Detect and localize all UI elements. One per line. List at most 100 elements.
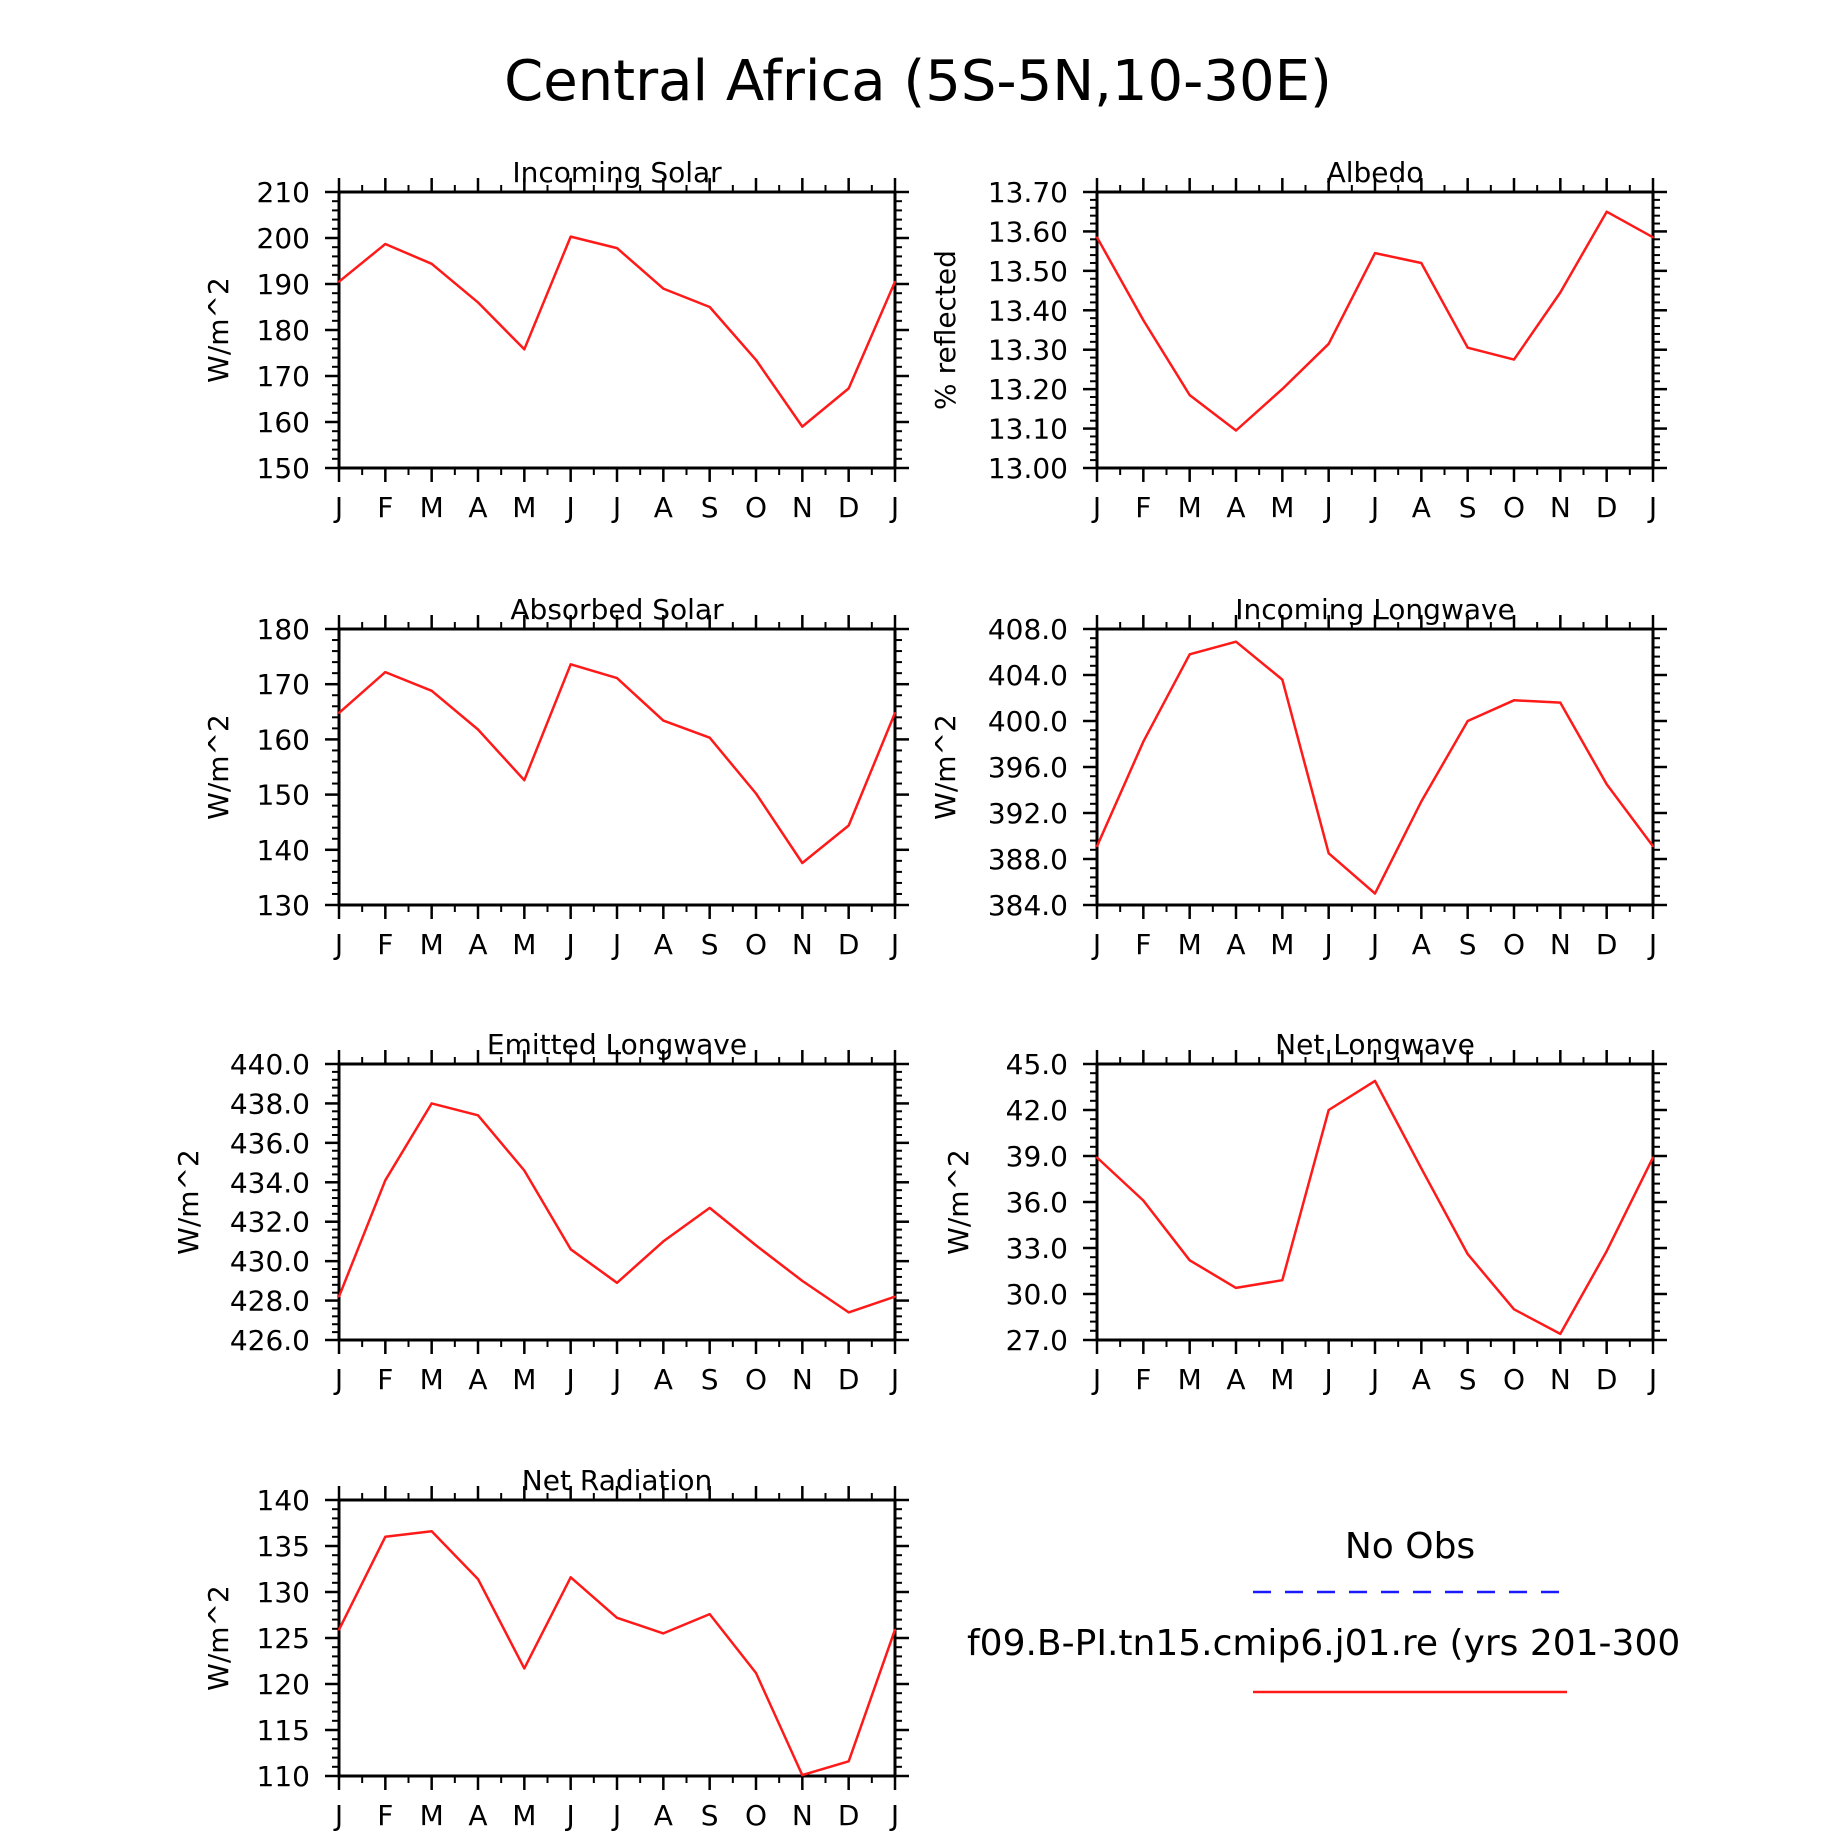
y-tick-label: 388.0 [988,843,1068,876]
x-tick-label: A [654,1363,673,1396]
figure-title: Central Africa (5S-5N,10-30E) [504,49,1332,114]
y-tick-label: 190 [257,268,310,301]
data-point [1652,1156,1654,1159]
plot-frame [1095,1062,1655,1342]
data-point [430,689,433,692]
data-point [1420,261,1423,264]
data-point [523,1169,526,1172]
x-tick-label: A [468,491,487,524]
data-point [338,1628,340,1631]
data-point [847,1311,850,1314]
x-tick-label: J [889,1363,899,1396]
x-tick-label: J [565,1363,575,1396]
x-tick-label: S [701,928,719,961]
data-point [430,1530,433,1533]
x-tick-label: D [838,928,860,961]
x-tick-label: O [1503,928,1525,961]
x-tick-label: M [1270,928,1294,961]
x-tick-label: J [1369,491,1379,524]
y-tick-label: 13.00 [988,452,1068,485]
x-tick-label: J [565,491,575,524]
x-tick-label: A [654,491,673,524]
x-tick-label: O [1503,491,1525,524]
x-tick-label: D [838,491,860,524]
x-tick-label: A [1226,928,1245,961]
x-tick-label: J [1369,928,1379,961]
x-tick-label: J [1323,928,1333,961]
data-point [1559,701,1562,704]
series-line [1096,1079,1655,1336]
data-point [801,1279,804,1282]
data-point [894,711,896,714]
y-tick-label: 39.0 [1006,1140,1068,1173]
x-tick-label: J [1647,491,1657,524]
x-tick-label: N [792,1363,813,1396]
data-point [708,1206,711,1209]
plot-frame [1095,190,1655,470]
data-point [1142,319,1145,322]
data-point [1374,252,1376,255]
data-point [847,387,850,390]
x-tick-label: O [745,491,767,524]
data-point [662,1632,665,1635]
y-tick-label: 180 [257,613,310,646]
x-tick-label: A [1412,928,1431,961]
x-tick-label: M [1178,928,1202,961]
x-tick-label: J [889,1799,899,1831]
data-point [430,1102,433,1105]
data-point [523,348,526,351]
x-tick-label: J [889,491,899,524]
x-tick-label: M [420,1363,444,1396]
data-point [384,1535,387,1538]
x-tick-label: A [1412,491,1431,524]
x-tick-label: J [333,491,343,524]
y-tick-label: 432.0 [230,1206,310,1239]
y-tick-label: 42.0 [1006,1094,1068,1127]
x-tick-label: F [1135,928,1151,961]
x-tick-label: N [792,491,813,524]
data-point [1605,1250,1608,1253]
y-tick-label: 120 [257,1668,310,1701]
data-point [1096,1156,1098,1159]
x-tick-label: S [701,1363,719,1396]
x-tick-label: J [333,928,343,961]
y-tick-label: 13.30 [988,334,1068,367]
y-tick-label: 130 [257,1576,310,1609]
x-tick-label: J [1369,1363,1379,1396]
data-point [1327,1109,1330,1111]
x-tick-label: J [565,1799,575,1831]
x-tick-label: J [1647,928,1657,961]
data-point [1513,699,1515,702]
x-tick-label: D [838,1363,860,1396]
y-axis-label: W/m^2 [202,714,235,820]
x-tick-label: J [611,491,621,524]
data-point [569,1576,572,1579]
x-tick-label: M [420,928,444,961]
data-point [894,280,896,283]
y-axis-label: W/m^2 [929,714,962,820]
x-tick-label: J [1091,928,1101,961]
data-point [338,711,340,714]
data-point [477,728,479,731]
x-tick-label: J [1091,1363,1101,1396]
series-line [1095,640,1655,895]
plot-frame [337,1062,897,1342]
y-tick-label: 13.40 [988,294,1068,327]
x-tick-label: M [420,491,444,524]
y-tick-label: 110 [257,1760,310,1793]
data-point [1327,852,1330,855]
data-point [1281,388,1284,391]
data-point [616,677,618,680]
data-point [569,1248,572,1251]
data-point [662,1240,665,1243]
data-point [384,1179,387,1182]
series-line [337,1530,897,1777]
data-point [708,1613,711,1616]
y-tick-label: 392.0 [988,797,1068,830]
data-point [1188,653,1191,656]
data-point [569,235,572,238]
